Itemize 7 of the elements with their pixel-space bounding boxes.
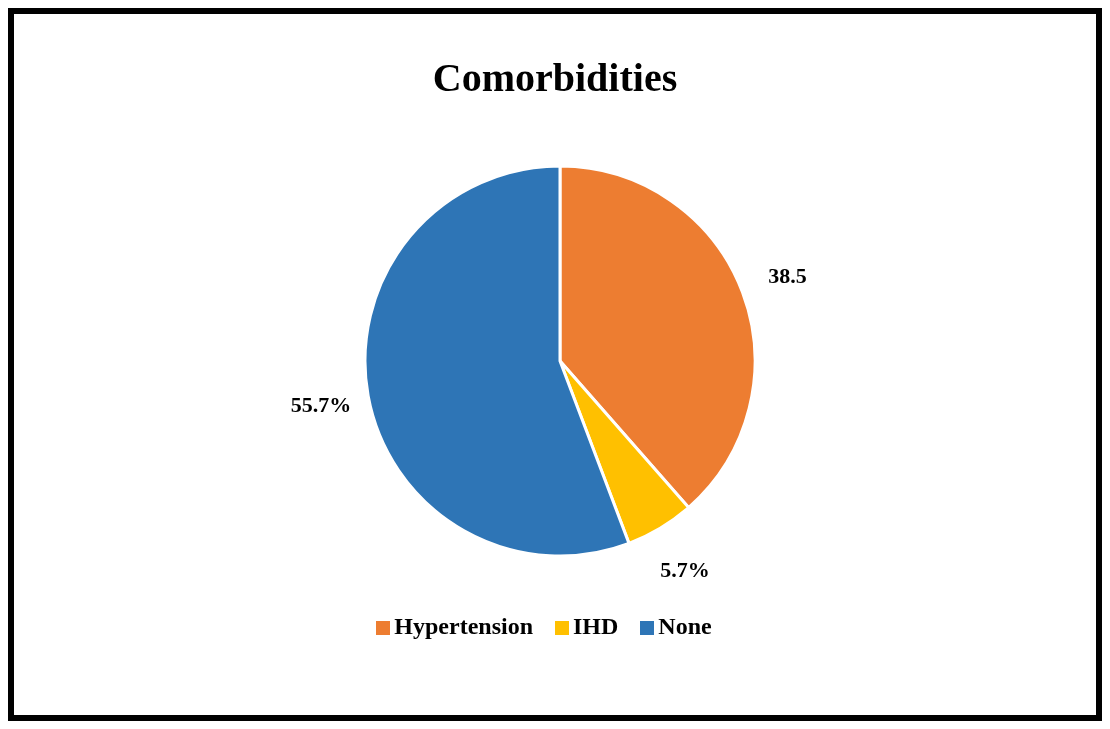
legend-label: Hypertension	[394, 613, 533, 639]
legend-label: None	[658, 613, 712, 639]
chart-title: Comorbidities	[431, 54, 679, 101]
data-label: 5.7%	[660, 556, 710, 582]
legend-label: IHD	[572, 613, 619, 639]
data-label: 38.5	[768, 262, 807, 288]
data-label: 55.7%	[290, 392, 352, 418]
